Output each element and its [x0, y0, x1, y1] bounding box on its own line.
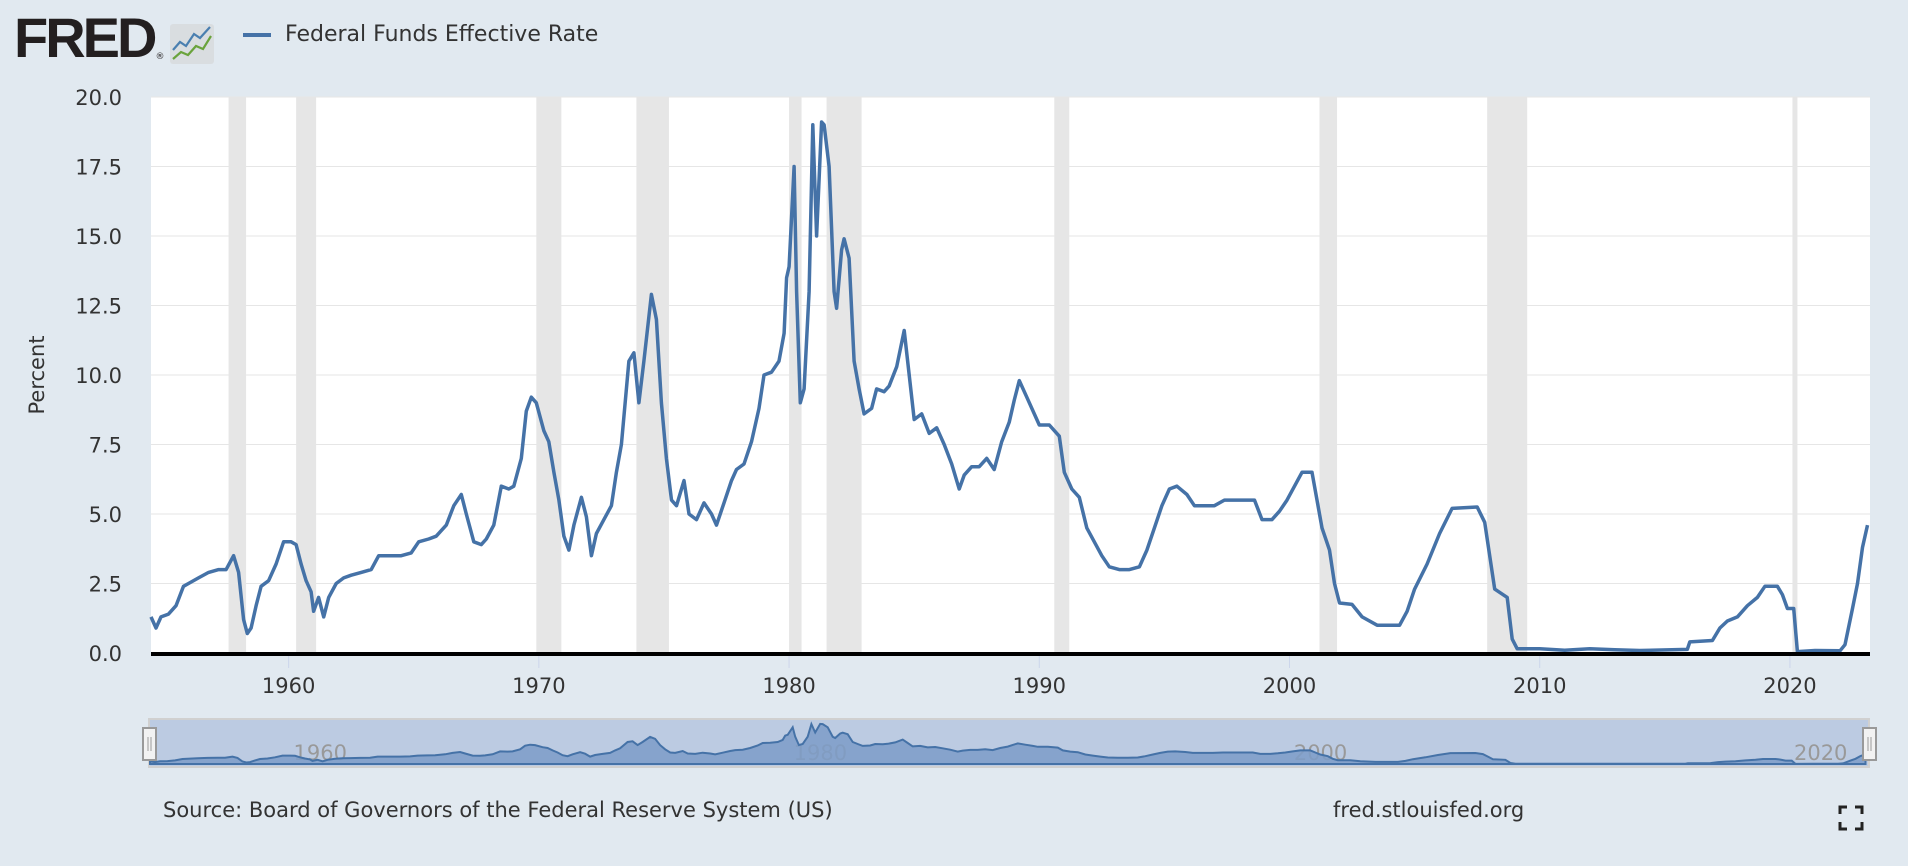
legend-item[interactable]: Federal Funds Effective Rate: [243, 22, 598, 47]
x-tick-label: 1960: [262, 674, 315, 698]
x-tick-label: 1970: [512, 674, 565, 698]
fred-logo[interactable]: FRED ®: [14, 6, 215, 69]
y-tick-label: 7.5: [89, 434, 122, 458]
registered-mark: ®: [155, 52, 165, 62]
navigator[interactable]: 1960198020002020: [142, 718, 1877, 768]
x-tick-label: 2010: [1513, 674, 1566, 698]
legend-label: Federal Funds Effective Rate: [285, 22, 599, 47]
y-tick-label: 20.0: [75, 86, 122, 110]
x-tick-label: 1990: [1013, 674, 1066, 698]
site-link[interactable]: fred.stlouisfed.org: [1333, 798, 1525, 822]
source-text: Source: Board of Governors of the Federa…: [163, 798, 833, 822]
series-line-federal-funds: [149, 120, 1870, 654]
x-tick-label: 2000: [1263, 674, 1316, 698]
y-tick-label: 2.5: [89, 573, 122, 597]
navigator-series-area: [149, 721, 1867, 765]
y-tick-label: 17.5: [75, 156, 122, 180]
legend-line-swatch: [243, 32, 271, 37]
x-tick-label: 1980: [762, 674, 815, 698]
navigator-handle-left[interactable]: [142, 727, 157, 761]
logo-chart-icon: [170, 24, 215, 64]
x-tick-label: 2020: [1763, 674, 1816, 698]
y-tick-label: 15.0: [75, 225, 122, 249]
y-tick-label: 12.5: [75, 295, 122, 319]
y-tick-label: 5.0: [89, 503, 122, 527]
logo-text: FRED: [14, 6, 157, 69]
y-axis-label: Percent: [25, 335, 49, 414]
fullscreen-icon[interactable]: [1838, 805, 1864, 831]
navigator-label: 2020: [1794, 741, 1847, 765]
y-tick-label: 10.0: [75, 364, 122, 388]
y-tick-label: 0.0: [89, 642, 122, 666]
navigator-handle-right[interactable]: [1862, 727, 1877, 761]
